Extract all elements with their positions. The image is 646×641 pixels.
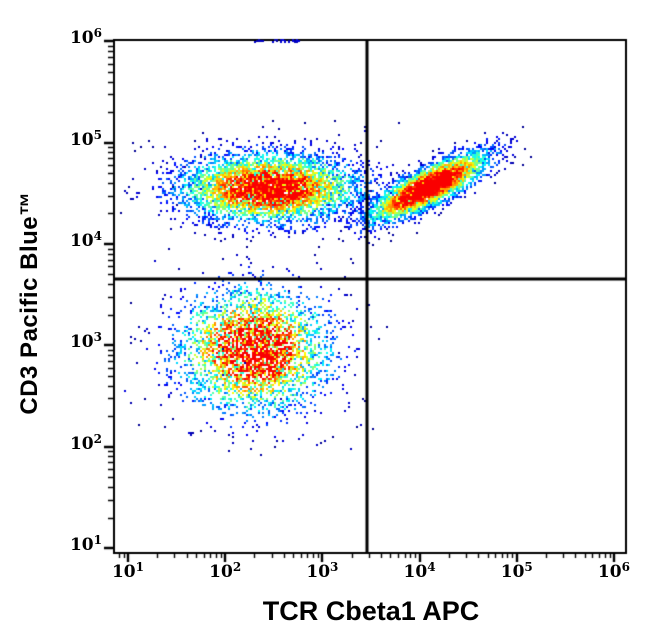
y-axis-tick-label: 105 (69, 127, 102, 150)
y-axis-tick-label: 102 (69, 431, 102, 454)
y-axis-tick-label: 103 (69, 330, 102, 353)
x-axis-label: TCR Cbeta1 APC (262, 596, 480, 626)
x-axis-tick-label: 106 (597, 560, 630, 582)
y-axis-label: CD3 Pacific Blue™ (16, 191, 43, 415)
x-axis-tick-label: 105 (500, 560, 533, 582)
x-axis-tick-label: 104 (403, 560, 436, 582)
y-axis-tick-label: 101 (69, 533, 102, 556)
y-axis-tick-label: 106 (69, 26, 102, 49)
x-axis-tick-label: 102 (209, 560, 242, 582)
x-axis-tick-label: 103 (306, 560, 339, 582)
y-axis-tick-label: 104 (69, 228, 102, 251)
x-axis-tick-label: 101 (111, 560, 144, 582)
